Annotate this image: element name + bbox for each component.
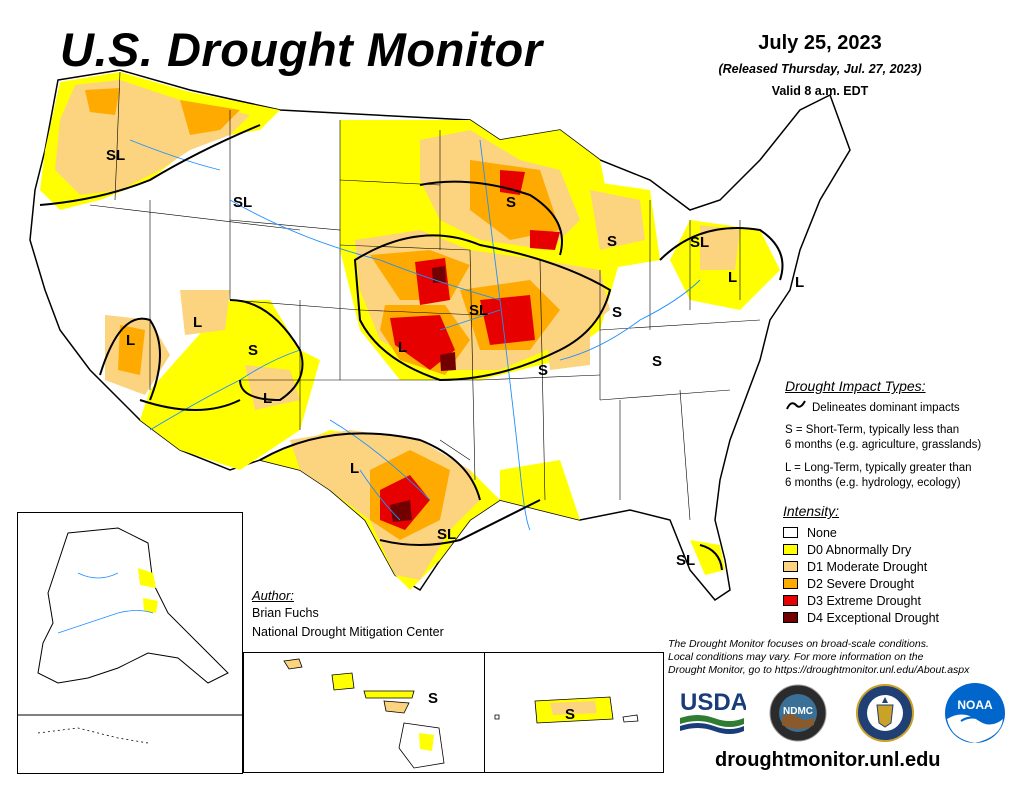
map-title: U.S. Drought Monitor xyxy=(60,23,543,76)
intensity-legend: None D0 Abnormally Dry D1 Moderate Droug… xyxy=(783,524,939,626)
impact-line-label: Delineates dominant impacts xyxy=(812,402,960,414)
hawaii-map: S xyxy=(283,658,445,769)
author-name: Brian Fuchs xyxy=(252,606,319,620)
label-s: S xyxy=(612,304,622,321)
label-sl: SL xyxy=(469,302,488,319)
impact-letters: SL SL S S SL L L L L S L L SL S S S L SL… xyxy=(106,147,804,569)
swatch-d1 xyxy=(783,561,798,572)
ndmc-logo-text: NDMC xyxy=(783,706,813,717)
legend-item-d2: D2 Severe Drought xyxy=(783,575,939,592)
label-sl: SL xyxy=(690,234,709,251)
legend-item-d1: D1 Moderate Drought xyxy=(783,558,939,575)
label-s: S xyxy=(652,353,662,370)
label-s: S xyxy=(538,362,548,379)
label-l: L xyxy=(398,339,407,356)
usda-logo[interactable]: USDA xyxy=(678,686,746,738)
disclaimer: The Drought Monitor focuses on broad-sca… xyxy=(668,638,970,676)
alaska-outline xyxy=(37,527,229,684)
short-term-desc-2: 6 months (e.g. agriculture, grasslands) xyxy=(785,439,982,451)
long-term-desc: L = Long-Term, typically greater than xyxy=(785,462,972,474)
impact-legend-title: Drought Impact Types: xyxy=(785,378,926,394)
label-sl: SL xyxy=(233,194,252,211)
legend-item-d3: D3 Extreme Drought xyxy=(783,592,939,609)
label-s: S xyxy=(607,233,617,250)
label-s: S xyxy=(248,342,258,359)
label-l: L xyxy=(728,269,737,286)
state-borders xyxy=(89,71,761,521)
hawaii-inset: S xyxy=(243,652,485,773)
website-link[interactable]: droughtmonitor.unl.edu xyxy=(715,749,941,771)
alaska-map xyxy=(18,527,242,744)
alaska-inset xyxy=(17,512,243,774)
swatch-d0 xyxy=(783,544,798,555)
label-l: L xyxy=(193,314,202,331)
label-sl: SL xyxy=(437,526,456,543)
short-term-desc: S = Short-Term, typically less than xyxy=(785,424,960,436)
label-l: L xyxy=(263,390,272,407)
author-label: Author: xyxy=(252,588,294,603)
intensity-legend-title: Intensity: xyxy=(783,503,840,519)
swatch-none xyxy=(783,527,798,538)
label-l: L xyxy=(795,274,804,291)
map-date: July 25, 2023 xyxy=(758,32,882,54)
label-l: L xyxy=(126,332,135,349)
label-s: S xyxy=(565,706,575,723)
label-sl: SL xyxy=(676,552,695,569)
noaa-logo-text: NOAA xyxy=(957,698,993,712)
label-sl: SL xyxy=(106,147,125,164)
valid-time: Valid 8 a.m. EDT xyxy=(771,84,869,98)
rivers xyxy=(129,139,701,531)
d4-areas xyxy=(390,266,456,522)
release-date: (Released Thursday, Jul. 27, 2023) xyxy=(718,62,922,76)
swatch-d4 xyxy=(783,612,798,623)
puerto-rico-map: S xyxy=(494,696,639,724)
legend-item-d0: D0 Abnormally Dry xyxy=(783,541,939,558)
label-s: S xyxy=(428,690,438,707)
usda-logo-text: USDA xyxy=(680,689,746,716)
swatch-d3 xyxy=(783,595,798,606)
label-l: L xyxy=(350,460,359,477)
legend-item-d4: D4 Exceptional Drought xyxy=(783,609,939,626)
noaa-logo[interactable]: NOAA xyxy=(943,681,1007,745)
legend-item-none: None xyxy=(783,524,939,541)
long-term-desc-2: 6 months (e.g. hydrology, ecology) xyxy=(785,477,961,489)
puerto-rico-inset: S xyxy=(484,652,664,773)
label-s: S xyxy=(506,194,516,211)
commerce-seal-logo[interactable] xyxy=(855,683,915,743)
author-org: National Drought Mitigation Center xyxy=(252,625,444,639)
impact-line-icon xyxy=(786,400,806,410)
impact-boundaries xyxy=(39,124,784,571)
swatch-d2 xyxy=(783,578,798,589)
ndmc-logo[interactable]: NDMC xyxy=(768,683,828,743)
